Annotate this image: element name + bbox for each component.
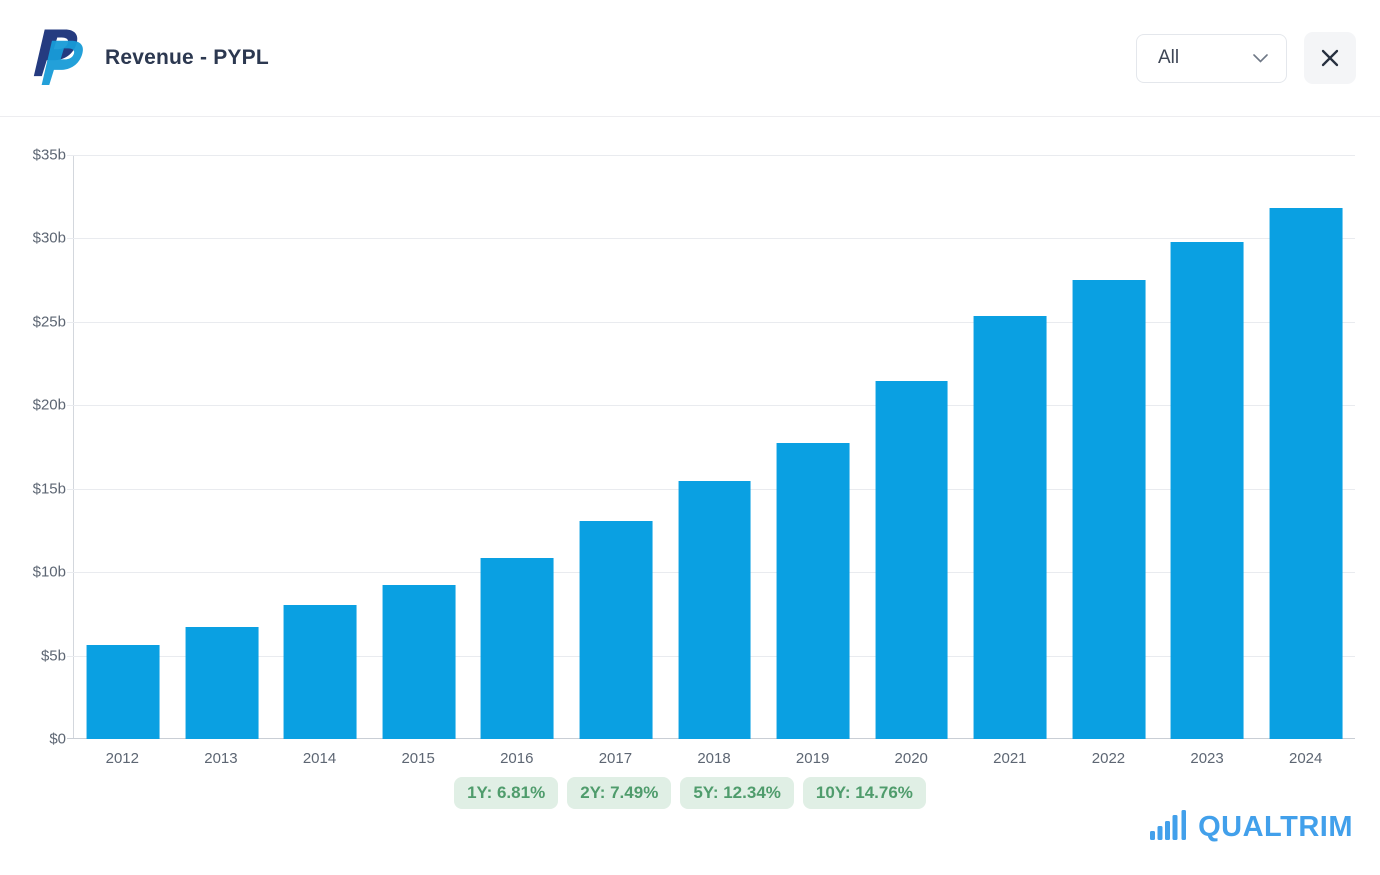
revenue-bar[interactable] <box>1170 242 1244 739</box>
chevron-down-icon <box>1253 53 1268 63</box>
x-axis-label: 2021 <box>993 750 1027 767</box>
x-axis-label: 2016 <box>500 750 534 767</box>
bar-chart-icon <box>1150 810 1187 840</box>
revenue-bar[interactable] <box>579 520 653 739</box>
growth-badge-5y: 5Y: 12.34% <box>680 777 794 810</box>
growth-badges: 1Y: 6.81% 2Y: 7.49% 5Y: 12.34% 10Y: 14.7… <box>0 777 1380 810</box>
y-axis-label: $30b <box>32 229 66 247</box>
revenue-bar[interactable] <box>1269 208 1343 739</box>
revenue-bar[interactable] <box>973 315 1047 739</box>
range-select-value: All <box>1158 47 1180 68</box>
x-axis-label: 2023 <box>1190 750 1224 767</box>
paypal-logo <box>33 29 83 86</box>
revenue-bar[interactable] <box>185 626 259 739</box>
growth-badge-2y: 2Y: 7.49% <box>567 777 672 810</box>
gridline <box>67 155 1355 156</box>
revenue-bar[interactable] <box>776 442 850 739</box>
close-icon <box>1321 49 1339 67</box>
brand-name: QUALTRIM <box>1198 811 1353 844</box>
x-axis-label: 2020 <box>894 750 928 767</box>
gridline <box>67 238 1355 240</box>
revenue-bar[interactable] <box>480 558 554 739</box>
header-controls: All <box>1136 32 1356 84</box>
x-axis-label: 2018 <box>697 750 731 767</box>
x-axis-label: 2022 <box>1091 750 1126 767</box>
y-axis-label: $0 <box>49 730 66 748</box>
y-axis-label: $20b <box>32 396 66 414</box>
revenue-bar[interactable] <box>283 605 357 739</box>
chart-area: $0 $5b $10b $15b $20b $25b $30b $35b 2012 2013 20… <box>0 117 1380 874</box>
revenue-bar[interactable] <box>1072 279 1146 739</box>
x-axis-label: 2014 <box>302 750 337 767</box>
growth-badge-10y: 10Y: 14.76% <box>802 777 926 810</box>
gridline <box>67 321 1355 323</box>
y-axis-label: $25b <box>32 313 66 331</box>
modal-header: Revenue - PYPL All <box>0 0 1380 117</box>
revenue-bar[interactable] <box>678 481 751 739</box>
y-axis-label: $10b <box>32 563 66 581</box>
x-axis: 2012 2013 2014 2015 2016 2017 2018 2019 2020 2021… <box>73 739 1355 779</box>
qualtrim-logo: QUALTRIM <box>1150 810 1353 844</box>
revenue-bar[interactable] <box>382 584 456 739</box>
revenue-bar[interactable] <box>875 381 949 739</box>
page-title: Revenue - PYPL <box>105 46 269 69</box>
y-axis-label: $15b <box>32 480 66 498</box>
y-axis-label: $35b <box>32 146 66 164</box>
x-axis-label: 2019 <box>795 750 830 767</box>
x-axis-label: 2013 <box>204 750 238 767</box>
y-axis-label: $5b <box>40 647 66 665</box>
gridline <box>67 405 1355 407</box>
revenue-bar[interactable] <box>86 644 160 739</box>
range-select[interactable]: All <box>1136 33 1287 83</box>
close-button[interactable] <box>1304 32 1356 84</box>
x-axis-label: 2015 <box>401 750 435 767</box>
x-axis-label: 2012 <box>105 750 139 767</box>
y-axis: $0 $5b $10b $15b $20b $25b $30b $35b <box>0 147 66 748</box>
x-axis-label: 2017 <box>598 750 633 767</box>
plot-area <box>67 155 1355 739</box>
logo-title-group: Revenue - PYPL <box>30 25 269 91</box>
growth-badge-1y: 1Y: 6.81% <box>454 777 559 810</box>
x-axis-label: 2024 <box>1289 750 1323 767</box>
